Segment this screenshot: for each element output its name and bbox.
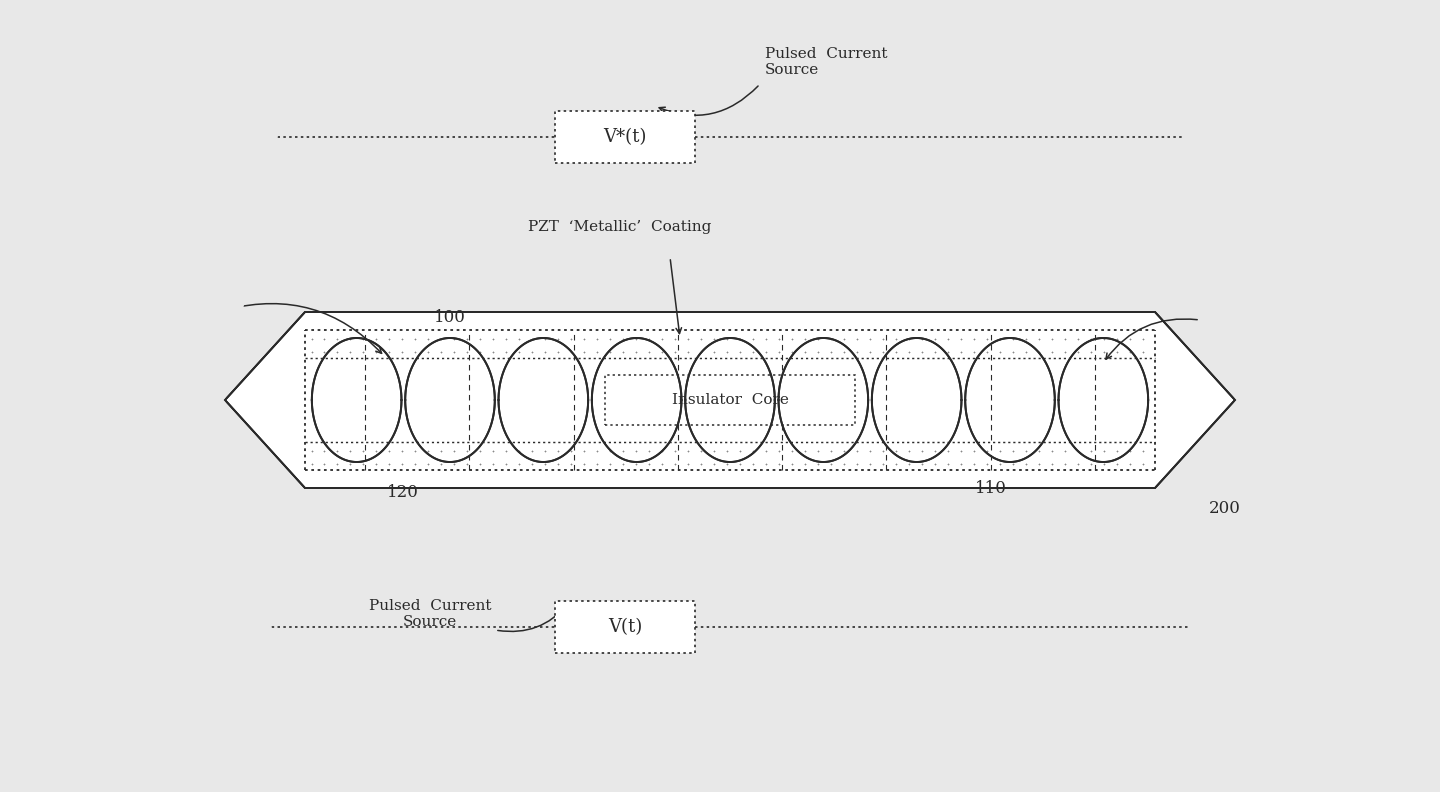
Bar [554, 601, 696, 653]
Bar [605, 375, 855, 425]
Text: Pulsed  Current
Source: Pulsed Current Source [765, 47, 887, 77]
Text: Insulator  Core: Insulator Core [671, 393, 789, 407]
Text: V(t): V(t) [608, 618, 642, 636]
Bar [305, 442, 1155, 470]
Text: 120: 120 [387, 484, 419, 501]
Text: PZT  ‘Metallic’  Coating: PZT ‘Metallic’ Coating [528, 220, 711, 234]
Bar [554, 111, 696, 163]
Text: RTSC
‘Metallic’
Wire: RTSC ‘Metallic’ Wire [1218, 297, 1292, 343]
Text: 100: 100 [433, 309, 467, 326]
Text: Pulsed  Current
Source: Pulsed Current Source [369, 599, 491, 629]
Text: 110: 110 [975, 480, 1007, 497]
Text: V*(t): V*(t) [603, 128, 647, 146]
Text: 200: 200 [1210, 500, 1241, 517]
Bar [305, 358, 1155, 442]
Polygon shape [0, 0, 305, 792]
Text: Helical
EM Coil: Helical EM Coil [124, 302, 186, 332]
Bar [305, 330, 1155, 358]
Polygon shape [1155, 0, 1440, 792]
Polygon shape [225, 312, 1236, 488]
